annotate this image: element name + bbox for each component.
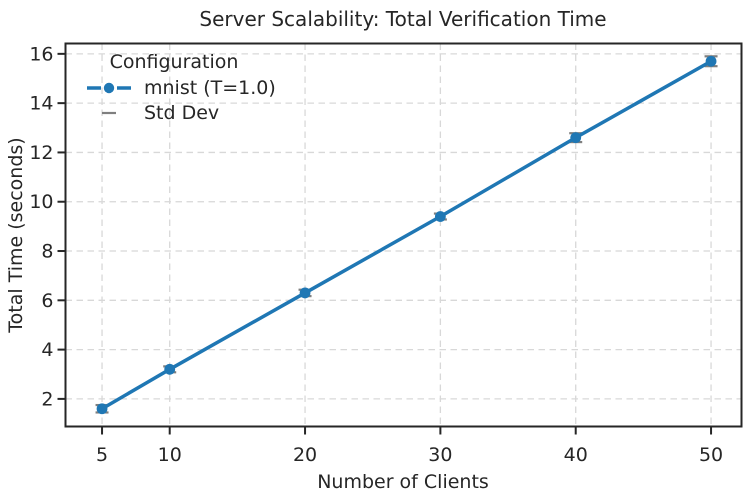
svg-text:8: 8: [41, 241, 53, 263]
chart-title: Server Scalability: Total Verification T…: [199, 7, 607, 31]
line-marker-icon: [86, 78, 138, 98]
legend-item-label: mnist (T=1.0): [144, 76, 276, 99]
legend-item-stddev: Std Dev: [86, 100, 262, 125]
svg-text:6: 6: [41, 290, 53, 312]
svg-text:10: 10: [158, 444, 182, 466]
svg-text:14: 14: [29, 93, 53, 115]
legend-item-label: Std Dev: [144, 101, 220, 124]
svg-text:5: 5: [96, 444, 108, 466]
errorbar-icon: [86, 103, 138, 123]
legend: Configuration mnist (T=1.0) Std Dev: [86, 50, 276, 125]
svg-text:4: 4: [41, 339, 53, 361]
svg-text:50: 50: [699, 444, 723, 466]
svg-text:40: 40: [564, 444, 588, 466]
legend-title: Configuration: [109, 51, 239, 73]
svg-text:2: 2: [41, 388, 53, 410]
svg-text:10: 10: [29, 191, 53, 213]
svg-text:30: 30: [428, 444, 452, 466]
y-axis-label: Total Time (seconds): [5, 137, 27, 333]
x-axis-label: Number of Clients: [317, 471, 489, 493]
svg-text:16: 16: [29, 43, 53, 65]
svg-text:20: 20: [293, 444, 317, 466]
svg-text:12: 12: [29, 142, 53, 164]
legend-item-mnist: mnist (T=1.0): [86, 75, 276, 100]
